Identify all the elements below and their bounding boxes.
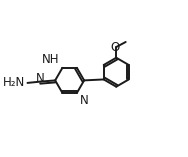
Text: N: N — [36, 72, 44, 85]
Text: N: N — [80, 95, 88, 107]
Text: NH: NH — [41, 53, 59, 66]
Text: H₂N: H₂N — [3, 76, 25, 89]
Text: O: O — [110, 41, 119, 54]
